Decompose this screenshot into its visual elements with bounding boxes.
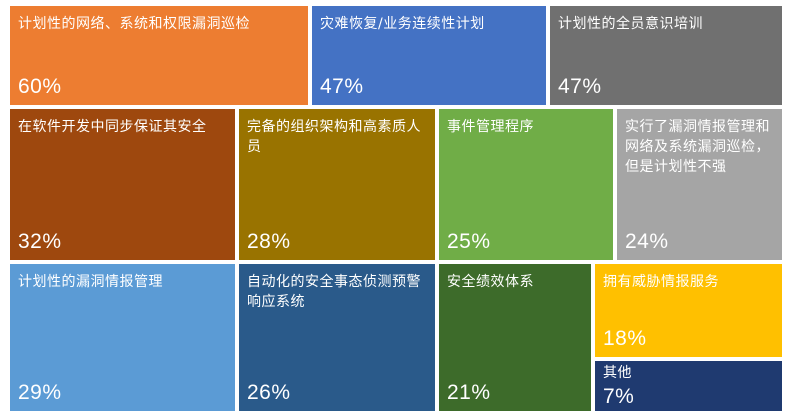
- cell-label: 实行了漏洞情报管理和网络及系统漏洞巡检，但是计划性不强: [625, 119, 770, 175]
- cell-value: 25%: [447, 230, 491, 253]
- cell-label: 计划性的网络、系统和权限漏洞巡检: [18, 16, 250, 32]
- cell-value: 47%: [558, 75, 602, 98]
- cell-label: 其他: [603, 365, 632, 381]
- cell-value: 28%: [247, 230, 291, 253]
- treemap-cell: 自动化的安全事态侦测预警响应系统 26%: [237, 262, 437, 413]
- treemap-cell: 在软件开发中同步保证其安全 32%: [8, 107, 237, 262]
- cell-label: 自动化的安全事态侦测预警响应系统: [247, 274, 421, 310]
- cell-value: 24%: [625, 230, 669, 253]
- cell-value: 26%: [247, 381, 291, 404]
- cell-value: 32%: [18, 230, 62, 253]
- treemap-cell: 计划性的漏洞情报管理 29%: [8, 262, 237, 413]
- cell-label: 灾难恢复/业务连续性计划: [320, 16, 485, 32]
- treemap-cell: 完备的组织架构和高素质人员 28%: [237, 107, 437, 262]
- cell-label: 安全绩效体系: [447, 274, 534, 290]
- cell-value: 21%: [447, 381, 491, 404]
- cell-value: 47%: [320, 75, 364, 98]
- cell-label: 在软件开发中同步保证其安全: [18, 119, 207, 135]
- cell-value: 29%: [18, 381, 62, 404]
- cell-value: 7%: [603, 385, 635, 408]
- treemap-cell: 灾难恢复/业务连续性计划 47%: [310, 4, 548, 107]
- treemap-cell: 计划性的全员意识培训 47%: [548, 4, 784, 107]
- treemap-cell: 安全绩效体系 21%: [437, 262, 593, 413]
- cell-label: 计划性的全员意识培训: [558, 16, 703, 32]
- treemap-cell: 事件管理程序 25%: [437, 107, 615, 262]
- treemap-cell: 拥有威胁情报服务 18%: [593, 262, 784, 359]
- cell-value: 18%: [603, 327, 647, 350]
- cell-label: 完备的组织架构和高素质人员: [247, 119, 421, 155]
- cell-label: 事件管理程序: [447, 119, 534, 135]
- cell-label: 拥有威胁情报服务: [603, 274, 719, 290]
- treemap-cell: 其他 7%: [593, 359, 784, 413]
- cell-value: 60%: [18, 75, 62, 98]
- cell-label: 计划性的漏洞情报管理: [18, 274, 163, 290]
- treemap-cell: 计划性的网络、系统和权限漏洞巡检 60%: [8, 4, 310, 107]
- treemap-cell: 实行了漏洞情报管理和网络及系统漏洞巡检，但是计划性不强 24%: [615, 107, 784, 262]
